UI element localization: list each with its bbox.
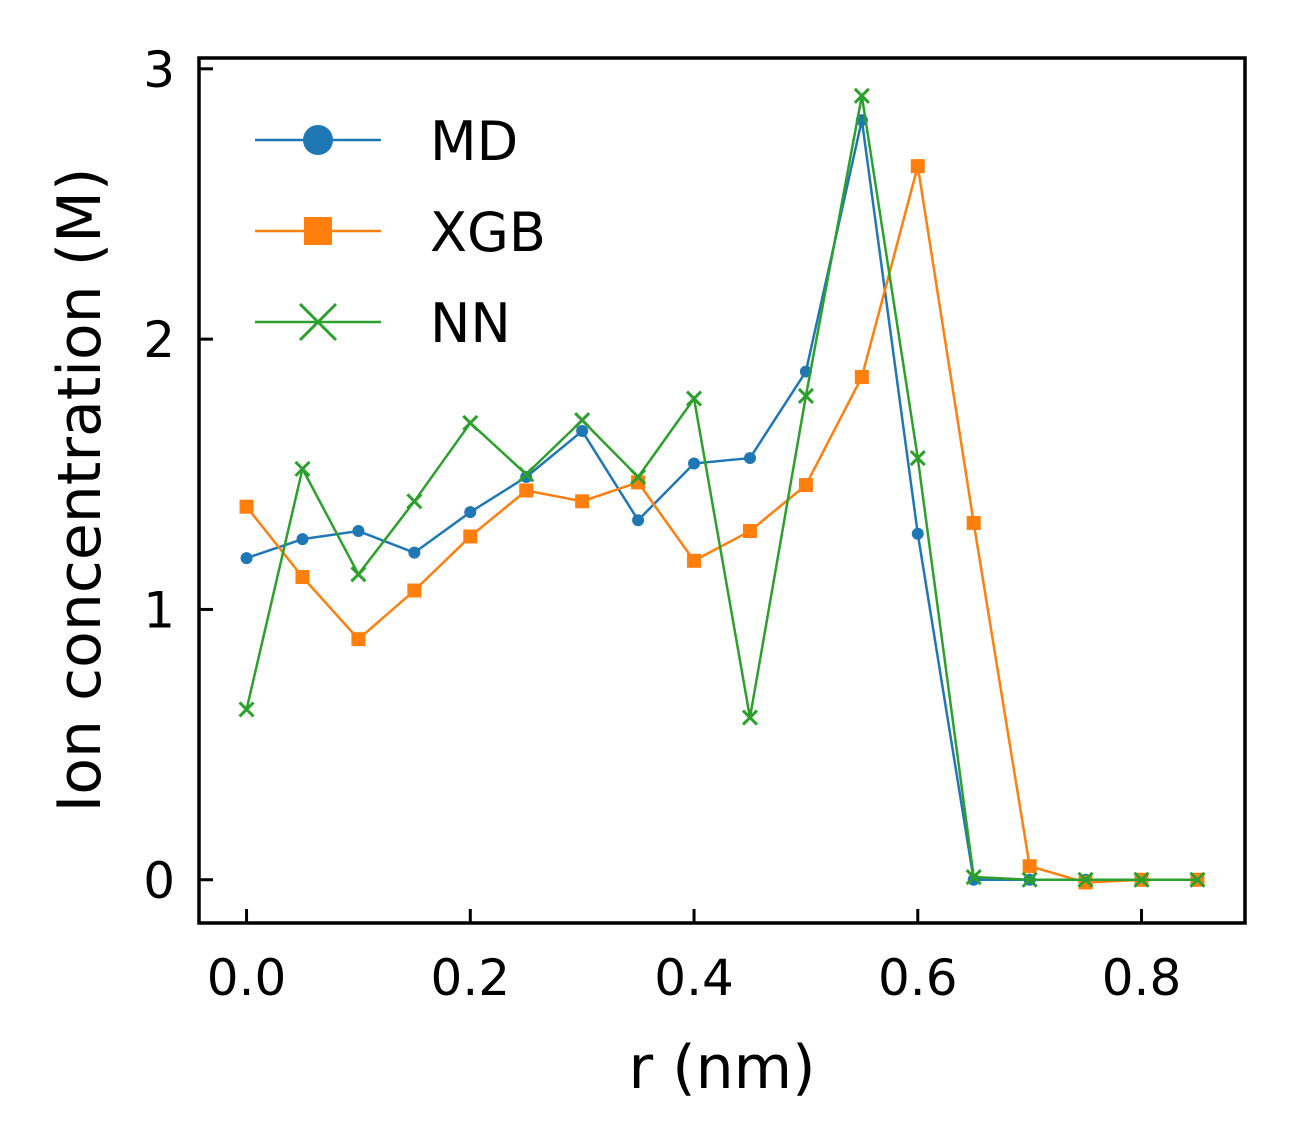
legend-marker-nn (298, 302, 338, 342)
x-tick-label: 0.0 (207, 949, 287, 1007)
x-tick-label: 0.2 (431, 949, 511, 1007)
data-point-md (911, 527, 924, 540)
data-point-xgb (1078, 875, 1093, 890)
data-point-nn (1133, 871, 1150, 888)
data-point-nn (350, 566, 367, 583)
data-point-nn (1189, 871, 1206, 888)
x-axis-label: r (nm) (628, 1033, 815, 1103)
data-point-nn (1077, 871, 1094, 888)
data-point-nn (574, 412, 591, 429)
y-tick-label: 2 (143, 311, 175, 369)
legend-item-md: MD (255, 110, 518, 173)
x-tick-label: 0.8 (1102, 949, 1182, 1007)
series-xgb (239, 159, 1205, 890)
data-point-xgb (351, 632, 366, 647)
data-point-nn (965, 868, 982, 886)
legend-label-nn: NN (430, 292, 511, 355)
legend-label-md: MD (430, 110, 518, 173)
data-point-xgb (575, 494, 590, 509)
data-point-nn (685, 390, 703, 407)
data-point-xgb (687, 553, 702, 568)
ticks-layer: 0.0 0.2 0.4 0.6 0.8 0 1 2 3 (143, 41, 1181, 1007)
data-point-xgb (742, 524, 757, 539)
data-point-md (464, 506, 477, 519)
legend: MD XGB NN (255, 110, 546, 355)
data-point-nn (518, 466, 535, 483)
data-point-xgb (295, 570, 310, 584)
data-point-md (240, 552, 253, 565)
data-point-nn (797, 387, 814, 404)
data-point-md (408, 546, 421, 559)
series-md (240, 114, 1204, 886)
data-point-nn (238, 701, 255, 718)
y-axis-label: Ion concentration (M) (45, 168, 115, 813)
data-point-md (743, 452, 756, 465)
data-point-xgb (463, 529, 478, 544)
data-point-md (352, 525, 365, 538)
data-point-nn (630, 468, 647, 486)
data-point-md (576, 425, 589, 438)
data-point-md (520, 470, 533, 483)
legend-item-nn: NN (255, 292, 511, 355)
legend-label-xgb: XGB (430, 201, 546, 264)
data-point-nn (853, 87, 870, 104)
data-point-md (632, 514, 645, 527)
series-nn (238, 87, 1206, 888)
data-point-xgb (519, 483, 534, 498)
series-layer (238, 87, 1206, 890)
y-tick-label: 0 (143, 852, 175, 910)
series-line-md (246, 118, 1198, 881)
data-point-md (296, 533, 309, 546)
data-point-xgb (854, 369, 869, 384)
series-line-nn (245, 94, 1198, 881)
data-point-nn (294, 460, 311, 477)
data-point-xgb (966, 515, 981, 530)
data-point-nn (462, 414, 479, 431)
data-point-xgb (1022, 859, 1037, 874)
data-point-nn (406, 493, 423, 510)
data-point-nn (909, 450, 926, 467)
data-point-nn (741, 709, 759, 726)
x-tick-label: 0.6 (878, 949, 958, 1007)
legend-marker-xgb (304, 217, 332, 245)
y-tick-label: 1 (143, 581, 175, 639)
data-point-xgb (407, 583, 422, 598)
data-point-md (688, 457, 701, 470)
data-point-xgb (910, 159, 925, 174)
data-point-xgb (798, 478, 813, 493)
data-point-xgb (239, 499, 254, 514)
series-line-xgb (245, 164, 1198, 884)
data-point-nn (1021, 871, 1038, 888)
x-tick-label: 0.4 (654, 949, 734, 1007)
legend-marker-md (303, 125, 333, 155)
plot-frame (197, 56, 1247, 925)
y-tick-label: 3 (143, 41, 175, 99)
legend-item-xgb: XGB (255, 201, 546, 264)
